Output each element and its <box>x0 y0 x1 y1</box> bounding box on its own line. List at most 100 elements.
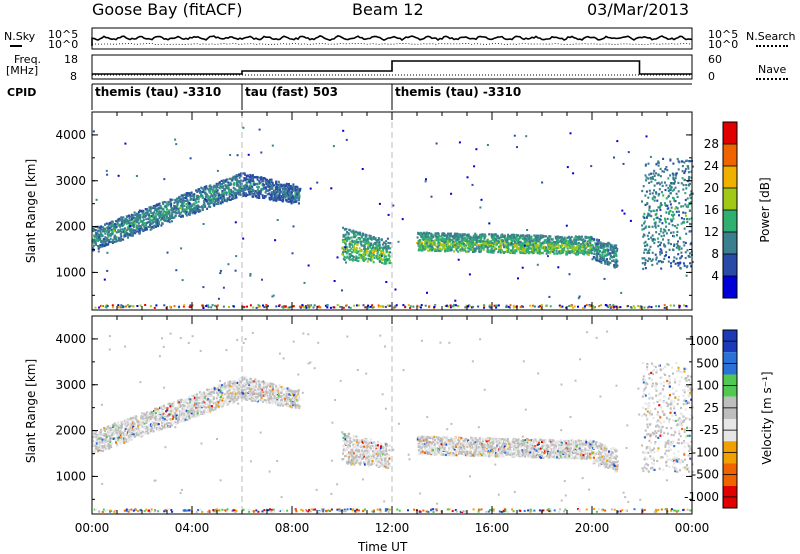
ground-scatter-cell <box>447 305 450 308</box>
heatmap-cell <box>388 262 391 265</box>
heatmap-cell <box>548 251 551 254</box>
heatmap-cell <box>603 251 606 254</box>
heatmap-cell <box>285 194 288 197</box>
ground-scatter-cell <box>632 305 635 308</box>
heatmap-cell <box>208 190 211 193</box>
heatmap-cell <box>240 187 243 190</box>
heatmap-cell <box>389 259 391 262</box>
heatmap-cell <box>382 252 385 255</box>
heatmap-cell <box>508 238 511 241</box>
heatmap-cell <box>373 256 376 259</box>
ground-scatter-cell <box>467 305 469 308</box>
heatmap-cell <box>615 244 618 247</box>
heatmap-cell <box>209 205 212 208</box>
ground-scatter-cell <box>472 305 474 308</box>
heatmap-cell <box>127 222 130 225</box>
heatmap-cell <box>499 243 502 246</box>
heatmap-cell <box>454 241 457 244</box>
heatmap-cell <box>100 226 103 229</box>
heatmap-cell <box>295 195 298 198</box>
heatmap-cell <box>479 249 482 252</box>
heatmap-cell <box>154 225 157 228</box>
heatmap-cell <box>99 434 101 438</box>
heatmap-cell <box>116 433 119 436</box>
heatmap-cell <box>385 240 388 243</box>
heatmap-cell <box>556 236 559 239</box>
heatmap-cell <box>151 225 154 228</box>
ground-scatter-cell <box>420 304 423 307</box>
heatmap-cell <box>664 219 667 222</box>
heatmap-cell <box>146 213 149 216</box>
heatmap-cell <box>506 250 509 254</box>
heatmap-cell <box>652 238 655 241</box>
heatmap-cell <box>128 219 131 222</box>
heatmap-cell <box>226 178 229 181</box>
heatmap-cell <box>466 233 469 236</box>
heatmap-cell <box>188 206 191 209</box>
ground-scatter-cell <box>663 304 666 307</box>
heatmap-cell <box>316 181 319 184</box>
heatmap-cell <box>691 260 694 264</box>
heatmap-cell <box>159 219 162 222</box>
heatmap-cell <box>136 215 139 218</box>
heatmap-cell <box>420 248 423 251</box>
heatmap-cell <box>153 215 156 218</box>
heatmap-cell <box>367 237 369 240</box>
heatmap-cell <box>553 252 556 255</box>
heatmap-cell <box>599 260 601 263</box>
ground-scatter-cell <box>94 306 97 309</box>
heatmap-cell <box>609 252 612 255</box>
heatmap-cell <box>259 176 262 179</box>
heatmap-cell <box>682 188 685 191</box>
heatmap-cell <box>355 230 358 233</box>
heatmap-cell <box>598 249 601 252</box>
heatmap-cell <box>222 179 225 182</box>
heatmap-cell <box>375 249 378 252</box>
heatmap-cell <box>646 259 649 263</box>
heatmap-cell <box>269 198 272 201</box>
heatmap-cell <box>569 250 571 253</box>
ground-scatter-cell <box>345 304 348 307</box>
heatmap-cell <box>276 195 279 198</box>
heatmap-cell <box>668 212 670 215</box>
heatmap-cell <box>112 238 114 241</box>
heatmap-cell <box>595 247 597 250</box>
heatmap-cell <box>376 244 379 247</box>
heatmap-cell <box>275 196 278 199</box>
heatmap-cell <box>685 274 688 277</box>
heatmap-cell <box>448 249 451 252</box>
heatmap-cell <box>271 197 274 200</box>
heatmap-cell <box>687 165 690 168</box>
heatmap-cell <box>208 197 211 200</box>
heatmap-cell <box>220 201 223 204</box>
heatmap-cell <box>166 213 169 216</box>
heatmap-cell <box>659 243 662 247</box>
heatmap-cell <box>115 431 118 434</box>
heatmap-cell <box>535 246 538 249</box>
heatmap-cell <box>535 239 538 242</box>
heatmap-cell <box>563 246 566 250</box>
ground-scatter-cell <box>673 304 676 307</box>
heatmap-cell <box>571 241 573 244</box>
heatmap-cell <box>516 239 519 242</box>
heatmap-cell <box>387 254 390 257</box>
heatmap-cell <box>416 236 419 239</box>
ground-scatter-cell <box>120 305 123 308</box>
heatmap-cell <box>122 223 125 226</box>
heatmap-cell <box>199 209 202 212</box>
heatmap-cell <box>141 209 143 212</box>
heatmap-cell <box>422 237 425 240</box>
heatmap-cell <box>539 252 541 255</box>
heatmap-cell <box>452 245 455 248</box>
heatmap-cell <box>114 234 117 237</box>
heatmap-cell <box>609 257 612 260</box>
ground-scatter-cell <box>643 306 646 309</box>
heatmap-cell <box>607 245 609 248</box>
heatmap-cell <box>107 444 110 448</box>
heatmap-cell <box>573 242 576 245</box>
heatmap-cell <box>578 251 581 254</box>
heatmap-cell <box>659 209 662 211</box>
heatmap-cell <box>535 248 538 251</box>
heatmap-cell <box>171 209 174 212</box>
heatmap-cell <box>543 241 546 245</box>
